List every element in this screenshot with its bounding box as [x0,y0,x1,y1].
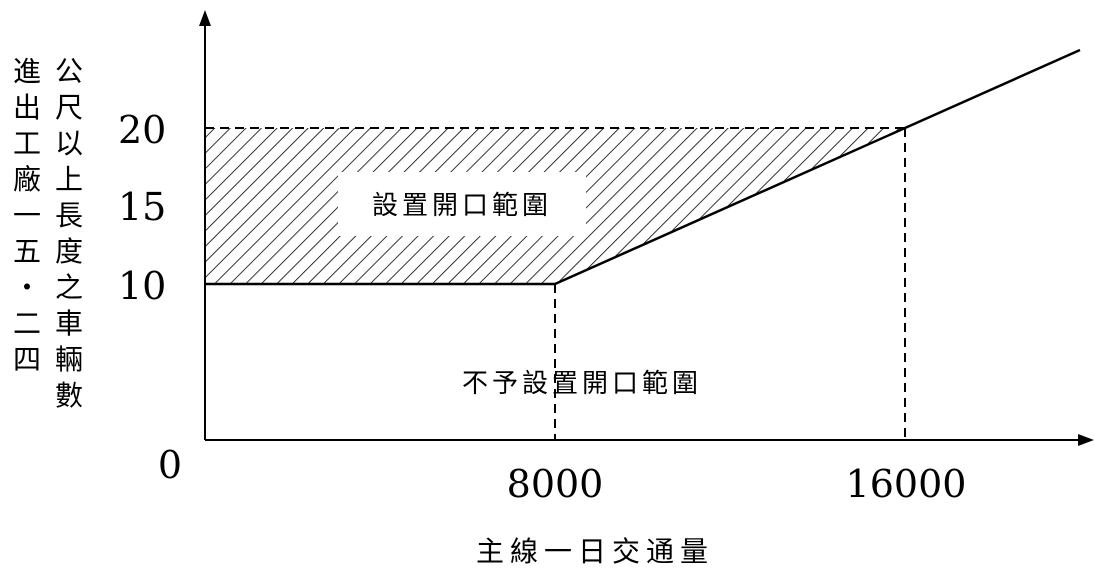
y-label-char: 之 [54,271,83,304]
y-label-char: 車 [54,307,83,340]
x-tick-label-16000: 16000 [846,462,967,506]
y-label-char: 輛 [54,343,83,376]
y-label-char: 工 [12,127,41,160]
y-label-char: 二 [12,307,41,340]
y-label-char: 四 [12,343,41,376]
y-label-char: 度 [54,235,83,268]
y-label-char: 進 [12,55,41,88]
y-label-char: 以 [54,127,83,160]
x-axis-arrow [1078,434,1094,446]
origin-tick-label: 0 [158,443,182,487]
y-label-char: 廠 [12,163,41,196]
y-label-char: 一 [12,199,41,232]
y-tick-label-20: 20 [118,108,166,152]
y-tick-label-15: 15 [118,185,166,229]
region-label-allowed: 設置開口範圍 [372,191,552,221]
y-label-char: 上 [54,163,83,196]
y-label-char: 尺 [54,91,83,124]
y-label-char: 長 [54,199,83,232]
y-label-char: 數 [54,379,83,412]
y-tick-label-10: 10 [118,264,166,308]
y-label-char: ・ [12,271,41,304]
series-line [205,48,1081,286]
y-axis-arrow [199,10,211,26]
region-label-not-allowed: 不予設置開口範圍 [462,369,702,399]
x-tick-label-8000: 8000 [507,462,604,506]
x-axis-label: 主線一日交通量 [475,535,714,568]
y-label-char: 五 [12,235,41,268]
y-label-char: 出 [12,91,41,124]
y-label-char: 公 [54,55,83,88]
region-label-background [338,172,586,236]
